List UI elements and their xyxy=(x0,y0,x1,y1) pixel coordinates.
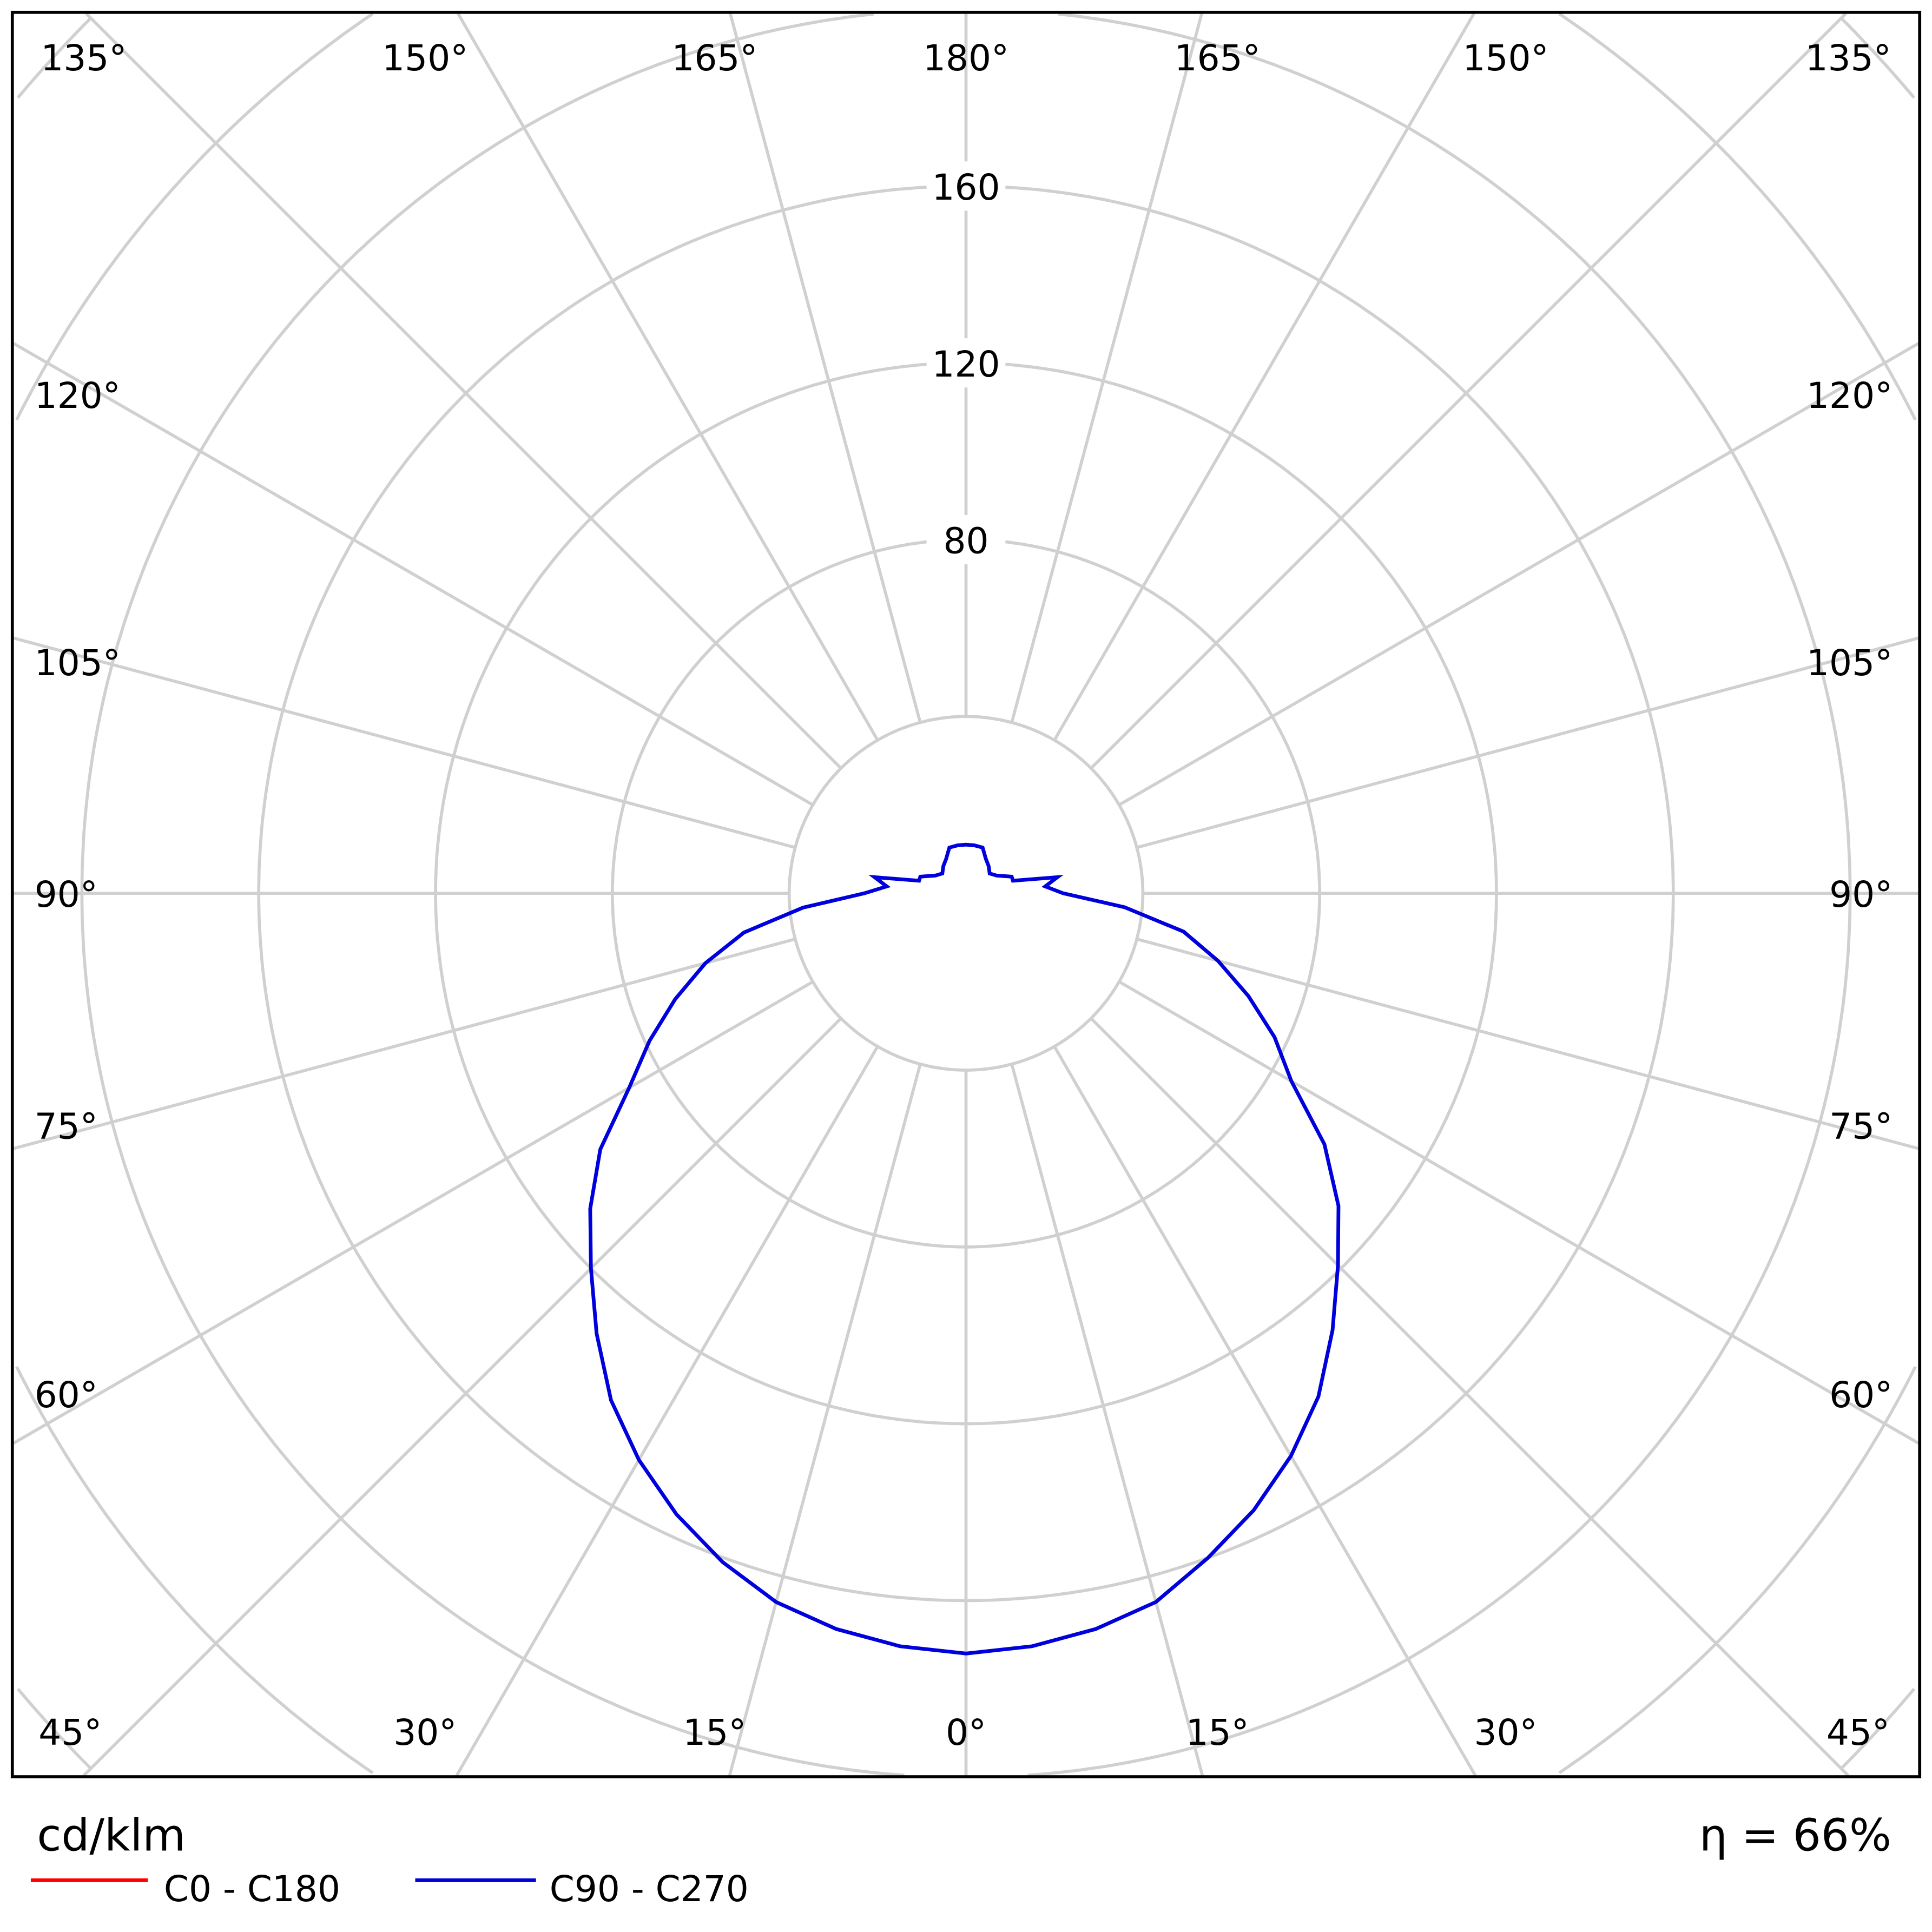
grid-spoke-330 xyxy=(455,1045,879,1777)
angle-label-bottom: 30° xyxy=(393,1712,457,1753)
grid-spoke-195 xyxy=(729,13,922,723)
grid-spoke-345 xyxy=(728,1064,922,1776)
series-curve-1 xyxy=(588,842,1341,1656)
angle-label-left: 75° xyxy=(35,1105,98,1147)
polar-grid xyxy=(12,12,1920,1777)
radial-label-bg xyxy=(926,515,1006,565)
angle-label-top: 165° xyxy=(1175,37,1261,79)
angle-label-top: 165° xyxy=(671,37,757,79)
angle-label-left: 60° xyxy=(35,1374,98,1416)
grid-spoke-300 xyxy=(12,980,814,1445)
grid-spoke-210 xyxy=(457,12,879,741)
legend-label-c0-c180: C0 - C180 xyxy=(164,1868,340,1910)
angle-label-top: 135° xyxy=(1805,37,1891,79)
angle-label-right: 75° xyxy=(1829,1105,1893,1147)
grid-spoke-45 xyxy=(1090,1017,1850,1777)
angle-label-bottom: 45° xyxy=(38,1712,102,1753)
grid-spoke-315 xyxy=(82,1017,842,1777)
efficiency-label: η = 66% xyxy=(1699,1810,1891,1862)
curves xyxy=(588,842,1341,1656)
grid-ring-40 xyxy=(787,715,1145,1072)
angle-label-right: 120° xyxy=(1806,375,1893,417)
angle-label-right: 90° xyxy=(1829,874,1893,915)
grid-spoke-15 xyxy=(1010,1064,1204,1776)
grid-spoke-105 xyxy=(1136,636,1919,849)
grid-spoke-285 xyxy=(13,937,796,1150)
chart-frame xyxy=(10,10,1922,1778)
angle-label-top: 135° xyxy=(41,37,127,79)
angle-label-bottom: 15° xyxy=(1186,1712,1249,1753)
angle-label-left: 120° xyxy=(35,375,121,417)
grid-ring-280 xyxy=(16,17,1916,1770)
angle-label-bottom: 0° xyxy=(946,1712,986,1753)
angle-label-bottom: 45° xyxy=(1827,1712,1890,1753)
radial-tick-label: 160 xyxy=(932,167,1000,208)
grid-ring-240 xyxy=(15,12,1917,1775)
angle-label-top: 150° xyxy=(382,37,468,79)
radial-tick-label: 80 xyxy=(943,520,988,562)
grid-spoke-30 xyxy=(1053,1045,1477,1777)
grid-spoke-150 xyxy=(1053,12,1475,741)
grid-spoke-60 xyxy=(1118,980,1920,1445)
angle-labels: 80 120 160 135° 150° 165° 180° 165° 150° 135° 45° 3… xyxy=(35,37,1893,1753)
grid-spoke-255 xyxy=(13,636,796,849)
legend-label-c90-c270: C90 - C270 xyxy=(550,1868,749,1910)
radial-tick-label: 120 xyxy=(932,344,1000,385)
grid-spoke-120 xyxy=(1118,342,1920,807)
angle-label-top: 150° xyxy=(1462,37,1548,79)
angle-label-right: 60° xyxy=(1829,1374,1893,1416)
angle-label-left: 90° xyxy=(35,874,98,915)
grid-spoke-135 xyxy=(1090,12,1847,770)
grid-spoke-225 xyxy=(85,12,842,770)
radial-label-bg xyxy=(926,338,1006,388)
grid-spoke-165 xyxy=(1010,13,1203,723)
radial-label-bg xyxy=(926,161,1006,211)
grid-spoke-240 xyxy=(12,342,814,807)
grid-spoke-75 xyxy=(1136,937,1919,1150)
angle-label-top: 180° xyxy=(923,37,1009,79)
unit-label: cd/klm xyxy=(37,1810,186,1862)
grid-ring-200 xyxy=(80,12,1852,1777)
angle-label-right: 105° xyxy=(1806,642,1893,684)
angle-label-left: 105° xyxy=(35,642,121,684)
angle-label-bottom: 30° xyxy=(1474,1712,1537,1753)
angle-label-bottom: 15° xyxy=(683,1712,746,1753)
